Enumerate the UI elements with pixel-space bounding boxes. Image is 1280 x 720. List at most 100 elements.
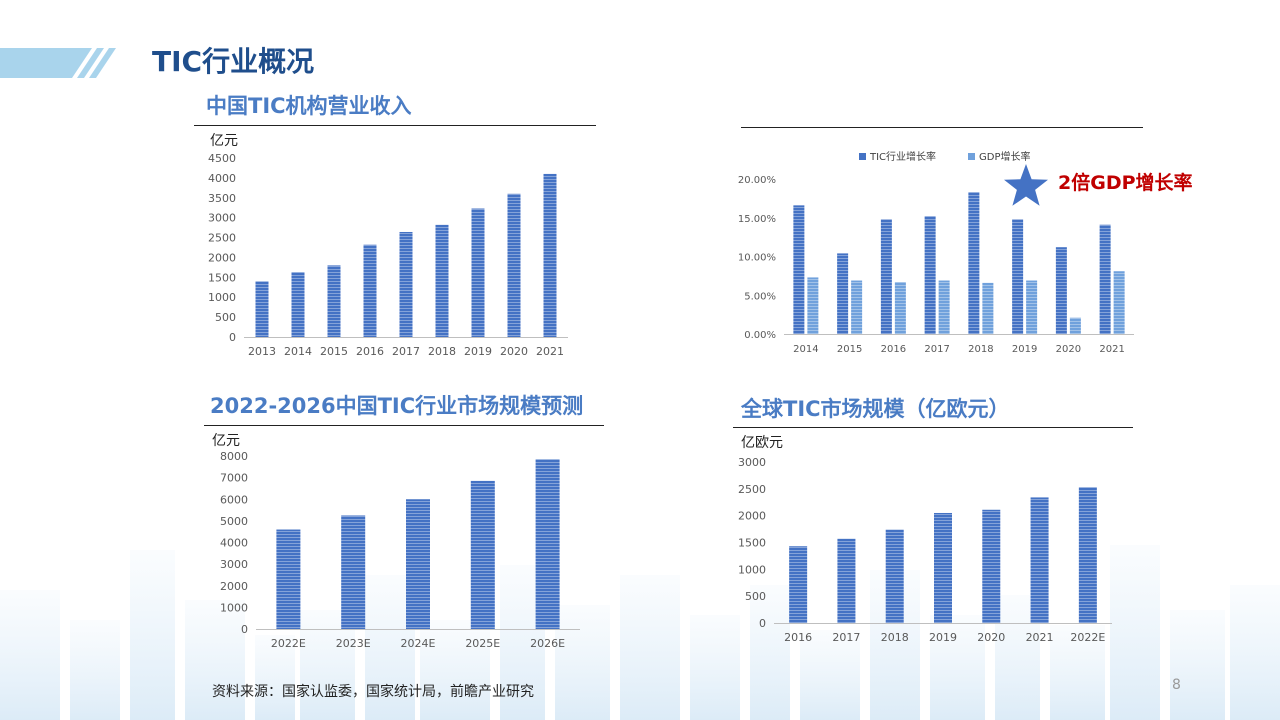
y-tick-label: 1500 [738, 537, 766, 550]
x-tick-label: 2017 [832, 631, 860, 644]
y-tick-label: 500 [745, 590, 766, 603]
bar [363, 244, 377, 337]
bar [1099, 224, 1111, 334]
y-tick-label: 0 [241, 623, 248, 636]
bar [851, 280, 863, 334]
y-tick-label: 3000 [738, 456, 766, 469]
bar [837, 538, 856, 623]
y-tick-label: 3000 [208, 212, 236, 225]
y-tick-label: 3500 [208, 192, 236, 205]
y-tick-label: 1000 [208, 291, 236, 304]
y-tick-label: 2000 [208, 251, 236, 264]
x-tick-label: 2022E [271, 637, 306, 650]
forecast-unit-label: 亿元 [212, 433, 240, 449]
bar [291, 272, 305, 337]
star-icon [1004, 164, 1048, 206]
growth-bar-chart: 0.00% 5.00% 10.00% 15.00% 20.00% 2014 2015 2016… [738, 150, 1134, 355]
forecast-chart-title: 2022-2026中国TIC行业市场规模预测 [210, 394, 584, 418]
revenue-bar-chart: 0 500 1000 1500 2000 2500 3000 3500 4000 4500 2013… [208, 152, 568, 358]
x-tick-label: 2014 [284, 345, 312, 358]
bar [793, 205, 805, 334]
x-tick-label: 2020 [500, 345, 528, 358]
x-tick-label: 2021 [1099, 344, 1124, 355]
x-tick-label: 2022E [1070, 631, 1105, 644]
y-tick-label: 10.00% [738, 253, 776, 264]
x-tick-label: 2015 [320, 345, 348, 358]
y-tick-label: 4000 [220, 537, 248, 550]
bar [934, 512, 952, 623]
y-tick-label: 5000 [220, 515, 248, 528]
bar [968, 192, 980, 334]
x-tick-label: 2013 [248, 345, 276, 358]
bar [507, 193, 521, 337]
y-tick-label: 4500 [208, 152, 236, 165]
star-note: 2倍GDP增长率 [1058, 172, 1193, 194]
x-tick-label: 2017 [924, 344, 949, 355]
bar [1012, 219, 1024, 334]
global-unit-label: 亿欧元 [741, 435, 783, 451]
bar [543, 173, 557, 337]
bar [470, 480, 495, 629]
y-tick-label: 1500 [208, 271, 236, 284]
bar [399, 231, 413, 337]
x-tick-label: 2016 [784, 631, 812, 644]
x-tick-label: 2024E [401, 637, 436, 650]
x-tick-label: 2023E [336, 637, 371, 650]
x-tick-label: 2025E [465, 637, 500, 650]
bar [435, 224, 449, 337]
y-tick-label: 8000 [220, 450, 248, 463]
y-tick-label: 2500 [208, 232, 236, 245]
x-tick-label: 2016 [881, 344, 906, 355]
y-tick-label: 20.00% [738, 175, 776, 186]
y-tick-label: 15.00% [738, 214, 776, 225]
revenue-unit-label: 亿元 [210, 133, 238, 149]
header-stripe-decoration [0, 48, 116, 78]
bar [938, 280, 950, 334]
forecast-title-rule [204, 425, 604, 426]
bar [255, 281, 269, 337]
bar [1026, 280, 1038, 334]
x-tick-label: 2021 [1026, 631, 1054, 644]
legend-swatch [968, 153, 975, 160]
global-bar-chart: 0 500 1000 1500 2000 2500 3000 2016 2017 2018 2019… [738, 456, 1112, 644]
y-tick-label: 7000 [220, 472, 248, 485]
bar [276, 529, 301, 629]
x-tick-label: 2018 [968, 344, 993, 355]
x-tick-label: 2021 [536, 345, 564, 358]
x-tick-label: 2020 [1056, 344, 1081, 355]
page-number: 8 [1172, 677, 1181, 693]
bar [1078, 487, 1097, 623]
bar [341, 515, 366, 629]
y-tick-label: 1000 [738, 563, 766, 576]
y-tick-label: 2000 [738, 510, 766, 523]
y-tick-label: 2500 [738, 483, 766, 496]
revenue-title-rule [194, 125, 596, 126]
y-tick-label: 0 [229, 331, 236, 344]
bar [807, 277, 819, 334]
x-tick-label: 2018 [881, 631, 909, 644]
x-tick-label: 2018 [428, 345, 456, 358]
bar [1055, 247, 1067, 334]
bar [982, 282, 994, 334]
x-tick-label: 2015 [837, 344, 862, 355]
y-tick-label: 1000 [220, 601, 248, 614]
y-tick-label: 0 [759, 617, 766, 630]
bar [1069, 317, 1081, 334]
page-title: TIC行业概况 [152, 45, 315, 78]
y-tick-label: 2000 [220, 580, 248, 593]
bar [406, 499, 430, 629]
bar [982, 509, 1001, 623]
y-tick-label: 3000 [220, 558, 248, 571]
bar [789, 546, 808, 623]
bar [471, 208, 485, 337]
forecast-bar-chart: 0 1000 2000 3000 4000 5000 6000 7000 8000 2022E 20… [220, 450, 580, 650]
x-tick-label: 2014 [793, 344, 818, 355]
global-title-rule [733, 427, 1133, 428]
global-chart-title: 全球TIC市场规模（亿欧元） [741, 397, 1010, 421]
bar [1113, 271, 1125, 334]
x-tick-label: 2019 [929, 631, 957, 644]
x-tick-label: 2017 [392, 345, 420, 358]
x-tick-label: 2020 [977, 631, 1005, 644]
x-tick-label: 2016 [356, 345, 384, 358]
bar [880, 219, 892, 334]
